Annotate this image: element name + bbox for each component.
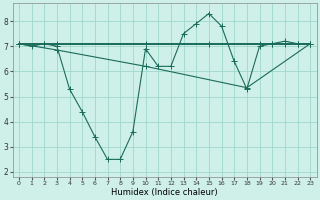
X-axis label: Humidex (Indice chaleur): Humidex (Indice chaleur) <box>111 188 218 197</box>
